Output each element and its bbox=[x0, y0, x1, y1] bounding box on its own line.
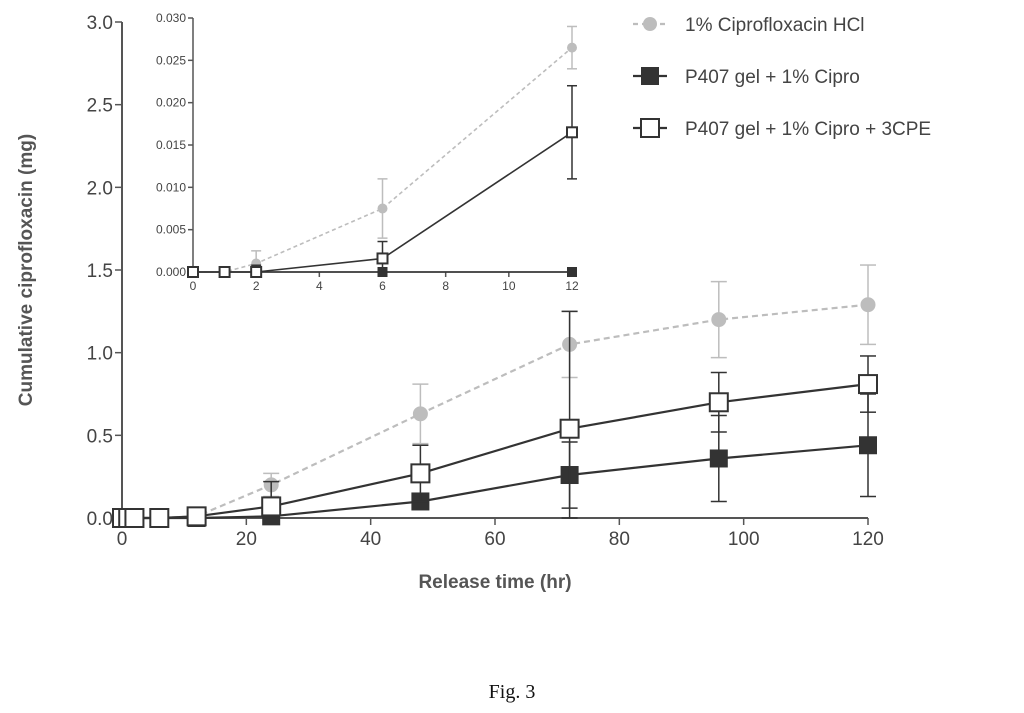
main-data-point bbox=[413, 407, 427, 421]
legend-label: 1% Ciprofloxacin HCl bbox=[685, 15, 865, 36]
main-plot-series bbox=[113, 265, 877, 527]
main-data-point bbox=[561, 420, 579, 438]
main-y-tick-label: 2.0 bbox=[87, 178, 113, 199]
inset-data-point bbox=[568, 43, 577, 52]
inset-y-tick-label: 0.010 bbox=[156, 180, 186, 194]
inset-x-tick-label: 10 bbox=[502, 279, 516, 293]
inset-x-tick-label: 0 bbox=[190, 279, 197, 293]
inset-y-tick-label: 0.000 bbox=[156, 265, 186, 279]
main-x-tick-label: 80 bbox=[609, 529, 630, 550]
main-data-point bbox=[861, 298, 875, 312]
main-y-tick-label: 2.5 bbox=[87, 96, 113, 117]
main-data-point bbox=[859, 375, 877, 393]
main-y-tick-label: 0.0 bbox=[87, 509, 113, 530]
legend-label: P407 gel + 1% Cipro bbox=[685, 67, 860, 88]
inset-y-tick-label: 0.015 bbox=[156, 138, 186, 152]
inset-data-point bbox=[188, 267, 198, 277]
main-x-tick-label: 40 bbox=[360, 529, 381, 550]
inset-y-tick-label: 0.030 bbox=[156, 11, 186, 25]
inset-plot-axes: 0.000 0.005 0.010 0.015 0.020 0.025 0.030 0 2 4 6 8… bbox=[156, 11, 579, 293]
main-series-line bbox=[122, 305, 868, 518]
inset-y-tick-label: 0.025 bbox=[156, 53, 186, 67]
inset-x-tick-label: 2 bbox=[253, 279, 260, 293]
main-x-tick-label: 60 bbox=[484, 529, 505, 550]
main-x-tick-label: 120 bbox=[852, 529, 884, 550]
main-x-tick-label: 100 bbox=[728, 529, 760, 550]
legend-marker bbox=[641, 119, 659, 137]
main-data-point bbox=[859, 436, 877, 454]
main-data-point bbox=[710, 393, 728, 411]
inset-data-point bbox=[567, 127, 577, 137]
main-data-point bbox=[411, 464, 429, 482]
inset-data-point bbox=[567, 267, 577, 277]
main-data-point bbox=[188, 507, 206, 525]
x-axis-title: Release time (hr) bbox=[418, 572, 571, 593]
main-y-tick-label: 1.5 bbox=[87, 261, 113, 282]
main-data-point bbox=[125, 509, 143, 527]
legend-label: P407 gel + 1% Cipro + 3CPE bbox=[685, 119, 931, 140]
inset-data-point bbox=[378, 253, 388, 263]
inset-data-point bbox=[220, 267, 230, 277]
main-x-tick-label: 20 bbox=[236, 529, 257, 550]
inset-x-tick-label: 12 bbox=[565, 279, 579, 293]
legend-marker bbox=[643, 17, 657, 31]
main-plot-axes: 0.00.51.01.52.02.53.0020406080100120 bbox=[87, 13, 884, 550]
main-series-line bbox=[122, 384, 868, 518]
y-axis-title: Cumulative ciprofloxacin (mg) bbox=[16, 134, 37, 406]
main-y-tick-label: 1.0 bbox=[87, 344, 113, 365]
chart-legend: 1% Ciprofloxacin HCl P407 gel + 1% Cipro P… bbox=[633, 15, 931, 140]
main-data-point bbox=[150, 509, 168, 527]
figure-caption: Fig. 3 bbox=[489, 681, 536, 703]
main-series-line bbox=[122, 445, 868, 518]
main-data-point bbox=[710, 449, 728, 467]
inset-data-point bbox=[251, 267, 261, 277]
inset-x-tick-label: 8 bbox=[442, 279, 449, 293]
main-data-point bbox=[712, 313, 726, 327]
main-y-tick-label: 0.5 bbox=[87, 426, 113, 447]
main-y-tick-label: 3.0 bbox=[87, 13, 113, 34]
legend-marker bbox=[641, 67, 659, 85]
main-x-tick-label: 0 bbox=[117, 529, 128, 550]
inset-y-tick-label: 0.005 bbox=[156, 223, 186, 237]
main-data-point bbox=[262, 497, 280, 515]
inset-data-point bbox=[378, 204, 387, 213]
inset-plot-series bbox=[188, 26, 577, 277]
inset-x-tick-label: 4 bbox=[316, 279, 323, 293]
inset-y-tick-label: 0.020 bbox=[156, 96, 186, 110]
inset-x-tick-label: 6 bbox=[379, 279, 386, 293]
